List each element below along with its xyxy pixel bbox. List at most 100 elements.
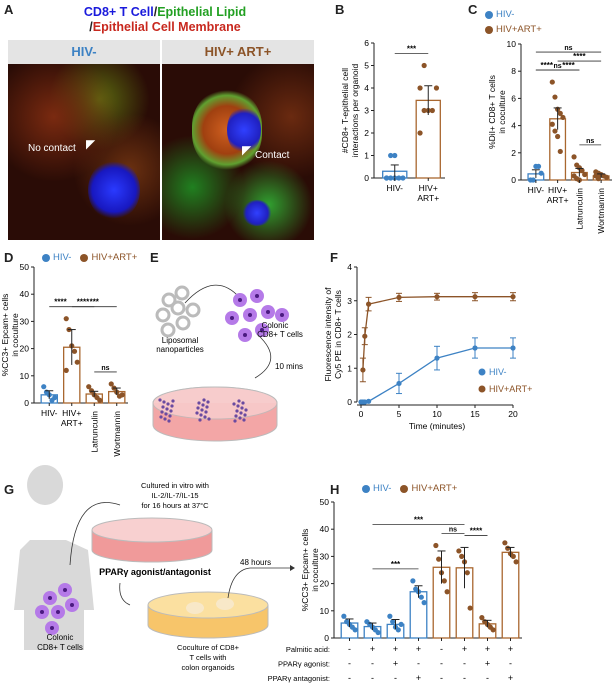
particle: [198, 418, 202, 422]
particle: [234, 414, 238, 418]
significance-label: ****: [573, 52, 586, 61]
particle: [166, 402, 170, 406]
x-tick-label: Latrunculin: [574, 188, 584, 230]
data-point: [433, 542, 439, 549]
y-tick-label: 30: [320, 551, 330, 561]
data-point: [366, 398, 372, 404]
y-axis-label-line: %DiI+ CD8+ T cells: [487, 75, 497, 149]
x-tick-label: 5: [397, 409, 402, 419]
panel-label-b: B: [335, 2, 345, 17]
data-point: [63, 316, 69, 322]
significance-label: ****: [77, 298, 90, 307]
data-point: [456, 548, 462, 554]
legend-marker: [478, 385, 486, 393]
x-tick-label: 20: [508, 409, 518, 419]
data-point: [417, 85, 423, 91]
particle: [207, 417, 211, 421]
data-point: [434, 294, 440, 300]
y-tick-label: 10: [20, 371, 30, 381]
x-tick-label: HIV+: [419, 183, 438, 193]
y-tick-label: 40: [20, 289, 30, 299]
significance-label: ns: [101, 365, 109, 372]
y-tick-label: 20: [20, 344, 30, 354]
data-point: [552, 128, 558, 134]
particle: [232, 402, 236, 406]
legend-h: HIV- HIV+ART+: [362, 483, 457, 494]
condition-label: Palmitic acid:: [286, 645, 330, 654]
data-point: [388, 175, 394, 181]
x-tick-label: HIV+: [548, 185, 567, 195]
condition-value: -: [348, 659, 351, 669]
particle: [238, 416, 242, 420]
time-label: 10 mins: [275, 362, 303, 371]
nucleus: [63, 588, 67, 592]
y-axis-label-line: %CC3+ Epcam+ cells: [0, 294, 10, 377]
data-point: [579, 167, 585, 174]
data-point: [108, 381, 114, 387]
condition-value: -: [348, 644, 351, 654]
particle: [205, 405, 209, 409]
condition-value: +: [508, 644, 513, 654]
y-tick-label: 1: [347, 363, 352, 373]
y-tick-label: 0: [347, 397, 352, 407]
condition-value: +: [393, 644, 398, 654]
micrograph-header: HIV-: [8, 40, 160, 64]
y-tick-label: 0: [324, 633, 329, 643]
particle: [197, 401, 201, 405]
condition-value: +: [416, 673, 421, 683]
y-tick-label: 3: [364, 106, 369, 116]
title-part: CD8+ T Cell: [83, 5, 154, 19]
y-axis-label-line: in coculture: [10, 313, 20, 357]
nucleus: [238, 298, 242, 302]
particle: [202, 398, 206, 402]
data-point: [467, 605, 473, 611]
chart-H: 0 10 20 30 40 50 %CC3+ Epcam+ cellsin cocultur…: [268, 497, 522, 683]
cells-label: Colonic: [262, 321, 289, 330]
coculture-dish-icon: [147, 591, 269, 639]
condition-value: -: [463, 659, 466, 669]
panel-label-h: H: [330, 482, 340, 497]
condition-value: -: [371, 673, 374, 683]
nucleus: [260, 328, 264, 332]
particle: [204, 410, 208, 414]
data-point: [341, 613, 347, 619]
data-point: [88, 388, 95, 394]
nucleus: [48, 596, 52, 600]
y-tick-label: 6: [511, 93, 516, 103]
title-part: /: [153, 5, 158, 19]
data-point: [41, 384, 47, 390]
condition-value: +: [485, 659, 490, 669]
y-tick-label: 50: [320, 497, 330, 507]
condition-label: PPARγ agonist:: [278, 660, 330, 669]
condition-value: +: [485, 644, 490, 654]
annotation-contact: Contact: [255, 150, 290, 161]
legend-label: HIV+ART+: [489, 384, 532, 394]
data-point: [366, 301, 372, 307]
data-point: [360, 367, 366, 373]
significance-label: ns: [449, 527, 457, 534]
condition-label: PPARγ antagonist:: [268, 674, 330, 683]
nucleus: [248, 313, 252, 317]
data-point: [557, 148, 563, 155]
title-part: Epithelial Cell Membrane: [92, 20, 241, 34]
data-point: [396, 175, 402, 181]
condition-value: -: [440, 673, 443, 683]
data-point: [352, 627, 358, 633]
coculture-label: colon organoids: [182, 663, 235, 672]
particle: [242, 418, 246, 422]
data-point: [603, 174, 610, 180]
x-tick-label: HIV-: [41, 408, 58, 418]
x-axis-label: Time (minutes): [409, 421, 466, 431]
panel-a-title: CD8+ T Cell/Epithelial Lipid/Epithelial …: [40, 5, 290, 35]
micrograph-hiv-pos: HIV+ ART+ ◤ Contact: [162, 40, 314, 240]
particle: [199, 413, 203, 417]
nucleus: [255, 294, 259, 298]
legend-c-pos: HIV+ART+: [485, 24, 542, 35]
data-point: [362, 333, 368, 339]
significance-label: ***: [90, 298, 100, 307]
data-point: [396, 294, 402, 300]
data-point: [530, 177, 536, 183]
title-part: Epithelial Lipid: [157, 5, 247, 19]
y-tick-label: 4: [347, 262, 352, 272]
